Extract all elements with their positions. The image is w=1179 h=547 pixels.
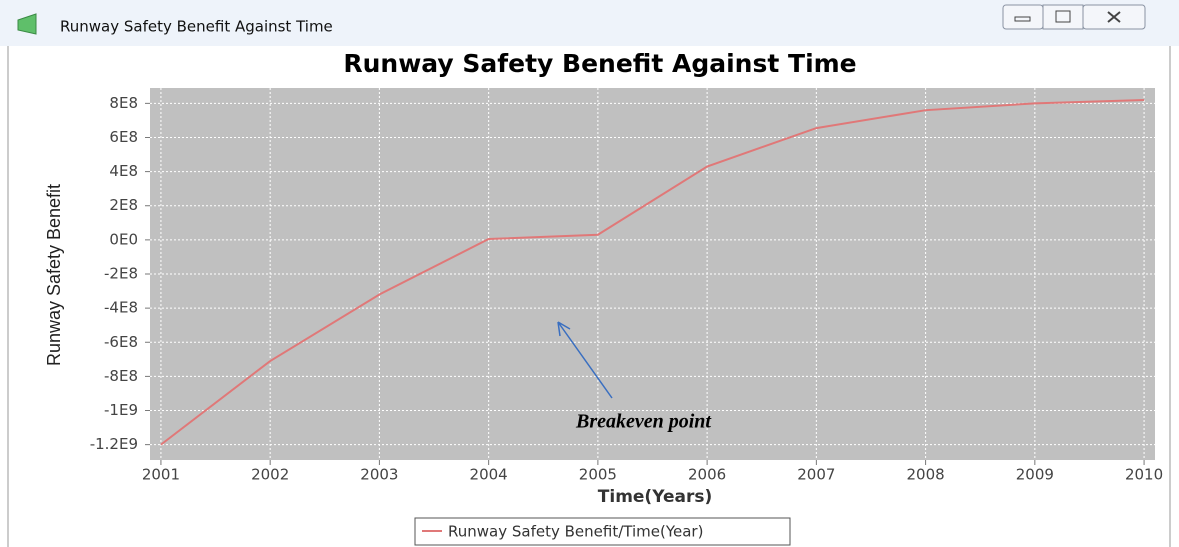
- annotation: Breakeven point: [575, 411, 712, 433]
- y-tick-label: -4E8: [104, 299, 138, 317]
- x-axis-label: Time(Years): [598, 487, 712, 507]
- x-tick-label: 2003: [360, 466, 398, 484]
- chart-title: Runway Safety Benefit Against Time: [343, 49, 856, 78]
- y-tick-label: -1.2E9: [90, 435, 138, 453]
- x-tick-label: 2010: [1125, 466, 1163, 484]
- maximize-icon: [1055, 10, 1071, 23]
- y-tick-label: -6E8: [104, 333, 138, 351]
- x-tick-label: 2004: [470, 466, 508, 484]
- y-tick-label: -2E8: [104, 265, 138, 283]
- close-icon: [1107, 11, 1121, 23]
- window-title: Runway Safety Benefit Against Time: [60, 18, 333, 36]
- x-tick-label: 2001: [142, 466, 180, 484]
- y-tick-label: 2E8: [109, 196, 138, 214]
- x-tick-label: 2002: [251, 466, 289, 484]
- x-tick-label: 2005: [579, 466, 617, 484]
- legend-label: Runway Safety Benefit/Time(Year): [448, 523, 703, 541]
- y-tick-label: 4E8: [109, 162, 138, 180]
- y-tick-label: 6E8: [109, 128, 138, 146]
- x-tick-label: 2008: [907, 466, 945, 484]
- line: [160, 98, 1145, 446]
- window-buttons[interactable]: [1002, 4, 1146, 30]
- title-bar: [0, 0, 1179, 46]
- y-tick-label: 0E0: [109, 230, 138, 248]
- x-tick-label: 2007: [797, 466, 835, 484]
- minimize-icon: [1014, 16, 1031, 22]
- x-tick-label: 2006: [688, 466, 726, 484]
- y-tick-label: -1E9: [104, 401, 138, 419]
- annotation-arrow: [557, 321, 613, 399]
- y-tick-label: 8E8: [109, 94, 138, 112]
- y-tick-label: -8E8: [104, 367, 138, 385]
- window-icon: [17, 13, 37, 35]
- y-axis-label: Runway Safety Benefit: [44, 184, 64, 366]
- maximize-button[interactable]: [1042, 4, 1084, 30]
- x-tick-label: 2009: [1016, 466, 1054, 484]
- legend-box: [414, 517, 791, 546]
- plot-area: [150, 88, 1155, 460]
- legend: Runway Safety Benefit/Time(Year): [414, 517, 791, 546]
